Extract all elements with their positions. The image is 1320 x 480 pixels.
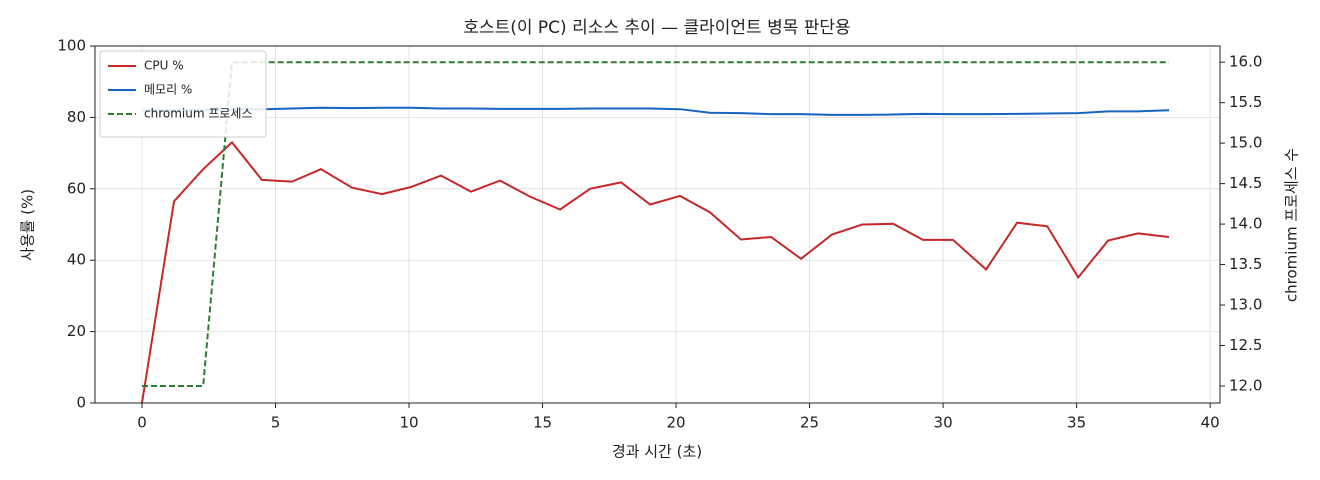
y2-tick-label: 13.5 (1229, 255, 1262, 273)
x-axis-label: 경과 시간 (초) (612, 443, 702, 461)
series-line (141, 106, 1170, 116)
x-tick-label: 15 (533, 414, 552, 432)
legend-label: CPU % (144, 59, 184, 73)
chart-title: 호스트(이 PC) 리소스 추이 — 클라이언트 병목 판단용 (463, 18, 850, 38)
legend-box (99, 50, 267, 138)
y-tick-label: 0 (76, 394, 86, 412)
y2-tick-label: 12.0 (1229, 377, 1262, 395)
x-tick-label: 40 (1201, 414, 1220, 432)
y2-tick-label: 15.0 (1229, 134, 1262, 152)
x-tick-label: 0 (137, 414, 147, 432)
series-line (141, 61, 1169, 387)
y-tick-label: 20 (67, 322, 86, 340)
x-tick-label: 20 (667, 414, 686, 432)
y2-tick-label: 14.0 (1229, 215, 1262, 233)
y-axis-label: 사용률 (%) (19, 189, 37, 261)
x-tick-label: 25 (800, 414, 819, 432)
x-tick-label: 5 (271, 414, 281, 432)
y-tick-label: 100 (57, 37, 86, 55)
x-tick-label: 35 (1067, 414, 1086, 432)
y-tick-label: 40 (67, 251, 86, 269)
series-line (141, 140, 1170, 404)
x-tick-label: 10 (399, 414, 418, 432)
legend: CPU % 메모리 % chromium 프로세스 (99, 50, 267, 138)
plot-frame (94, 45, 1221, 404)
y2-tick-label: 16.0 (1229, 53, 1262, 71)
y2-tick-label: 15.5 (1229, 93, 1262, 111)
y-tick-label: 80 (67, 108, 86, 126)
y2-tick-label: 13.0 (1229, 296, 1262, 314)
legend-label: 메모리 % (144, 83, 192, 97)
y-tick-label: 60 (67, 179, 86, 197)
x-tick-label: 30 (934, 414, 953, 432)
y2-tick-label: 12.5 (1229, 336, 1262, 354)
legend-label: chromium 프로세스 (144, 107, 253, 121)
y2-axis-label: chromium 프로세스 수 (1283, 148, 1301, 302)
y2-tick-label: 14.5 (1229, 174, 1262, 192)
